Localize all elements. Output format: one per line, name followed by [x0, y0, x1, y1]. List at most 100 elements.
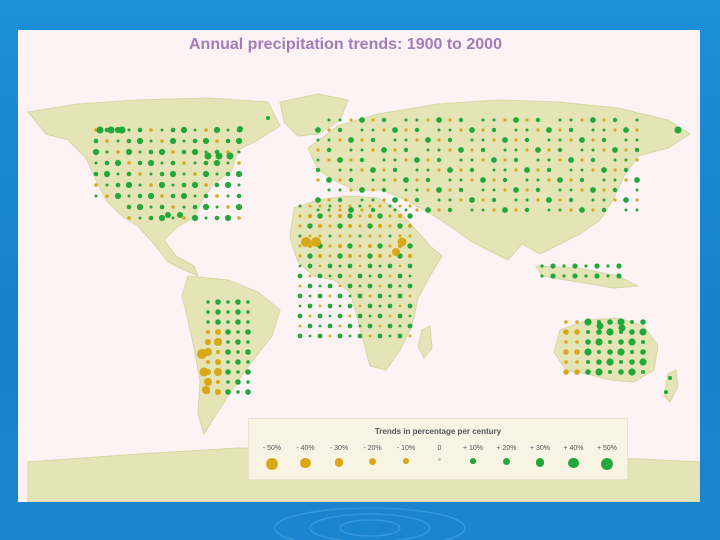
trend-dot [337, 333, 343, 339]
legend-label: + 20% [496, 445, 517, 452]
trend-dot [580, 168, 584, 172]
trend-dot [214, 368, 222, 376]
trend-dot [596, 322, 604, 330]
trend-dot [337, 127, 343, 133]
trend-dot [328, 214, 332, 218]
trend-dot [426, 168, 430, 172]
trend-dot [403, 147, 409, 153]
trend-dot [491, 127, 497, 133]
trend-dot [407, 283, 413, 289]
trend-dot [216, 350, 220, 354]
trend-dot [612, 147, 618, 153]
trend-dot [624, 158, 628, 162]
trend-dot [525, 128, 529, 132]
trend-dot [338, 204, 342, 208]
trend-dot [574, 369, 580, 375]
trend-dot [193, 172, 197, 176]
trend-dot [623, 197, 629, 203]
trend-dot [114, 159, 122, 167]
trend-dot [136, 137, 144, 145]
trend-dot [388, 234, 392, 238]
trend-dot [149, 128, 153, 132]
trend-dot [601, 167, 607, 173]
trend-dot [159, 171, 165, 177]
trend-dot [126, 171, 132, 177]
trend-dot [377, 253, 383, 259]
trend-dot [448, 128, 452, 132]
trend-dot [147, 192, 155, 200]
trend-dot [182, 161, 186, 165]
trend-dot [602, 118, 606, 122]
trend-dot [403, 177, 409, 183]
trend-dot [236, 370, 240, 374]
trend-dot [393, 138, 397, 142]
trend-dot [415, 208, 419, 212]
trend-dot [308, 294, 312, 298]
trend-dot [503, 168, 507, 172]
trend-dot [348, 314, 352, 318]
trend-dot [347, 283, 353, 289]
trend-dot [536, 128, 540, 132]
trend-dot [388, 244, 392, 248]
trend-dot [550, 273, 556, 279]
trend-dot [481, 198, 485, 202]
trend-dot [182, 205, 186, 209]
legend-dot [300, 458, 311, 469]
trend-dot [235, 170, 243, 178]
trend-dot [591, 168, 595, 172]
trend-dot [584, 264, 588, 268]
trend-dot [358, 324, 362, 328]
trend-dot [338, 168, 342, 172]
trend-dot [414, 197, 420, 203]
trend-dot [601, 137, 607, 143]
trend-dot [404, 138, 408, 142]
trend-dot [371, 128, 375, 132]
trend-dot [318, 304, 322, 308]
trend-dot [215, 319, 221, 325]
trend-dot [525, 178, 529, 182]
trend-dot [448, 178, 452, 182]
legend-label: + 30% [529, 445, 551, 452]
trend-dot [558, 128, 562, 132]
trend-dot [298, 254, 302, 258]
trend-dot [470, 208, 474, 212]
trend-dot [298, 244, 302, 248]
legend-dot [368, 458, 377, 466]
trend-dot [317, 213, 323, 219]
trend-dot [225, 171, 231, 177]
trend-dot [103, 170, 111, 178]
trend-dot [181, 182, 187, 188]
trend-dot [535, 187, 541, 193]
trend-dot [225, 329, 231, 335]
trend-dot [624, 208, 628, 212]
trend-dot [338, 138, 342, 142]
trend-dot [358, 234, 362, 238]
trend-dot [360, 208, 364, 212]
trend-dot [358, 254, 362, 258]
trend-dot [641, 340, 645, 344]
trend-dot [564, 320, 568, 324]
legend-label: + 40% [563, 445, 584, 452]
trend-dot [126, 138, 132, 144]
trend-dot [470, 138, 474, 142]
trend-dot [547, 208, 551, 212]
trend-dot [398, 304, 402, 308]
trend-dot [371, 198, 375, 202]
trend-dot [301, 237, 311, 247]
trend-dot [169, 170, 177, 178]
trend-dot [481, 138, 485, 142]
trend-dot [414, 157, 420, 163]
trend-dot [407, 243, 413, 249]
legend-item: - 10% [389, 444, 423, 464]
trend-dot [215, 194, 219, 198]
trend-dot [226, 380, 230, 384]
trend-dot [316, 178, 320, 182]
trend-dot [408, 204, 412, 208]
trend-dot [236, 193, 242, 199]
trend-dot [602, 178, 606, 182]
trend-dot [407, 223, 413, 229]
trend-dot [408, 274, 412, 278]
trend-dot [160, 128, 164, 132]
trend-dot [447, 137, 453, 143]
trend-dot [202, 386, 210, 394]
